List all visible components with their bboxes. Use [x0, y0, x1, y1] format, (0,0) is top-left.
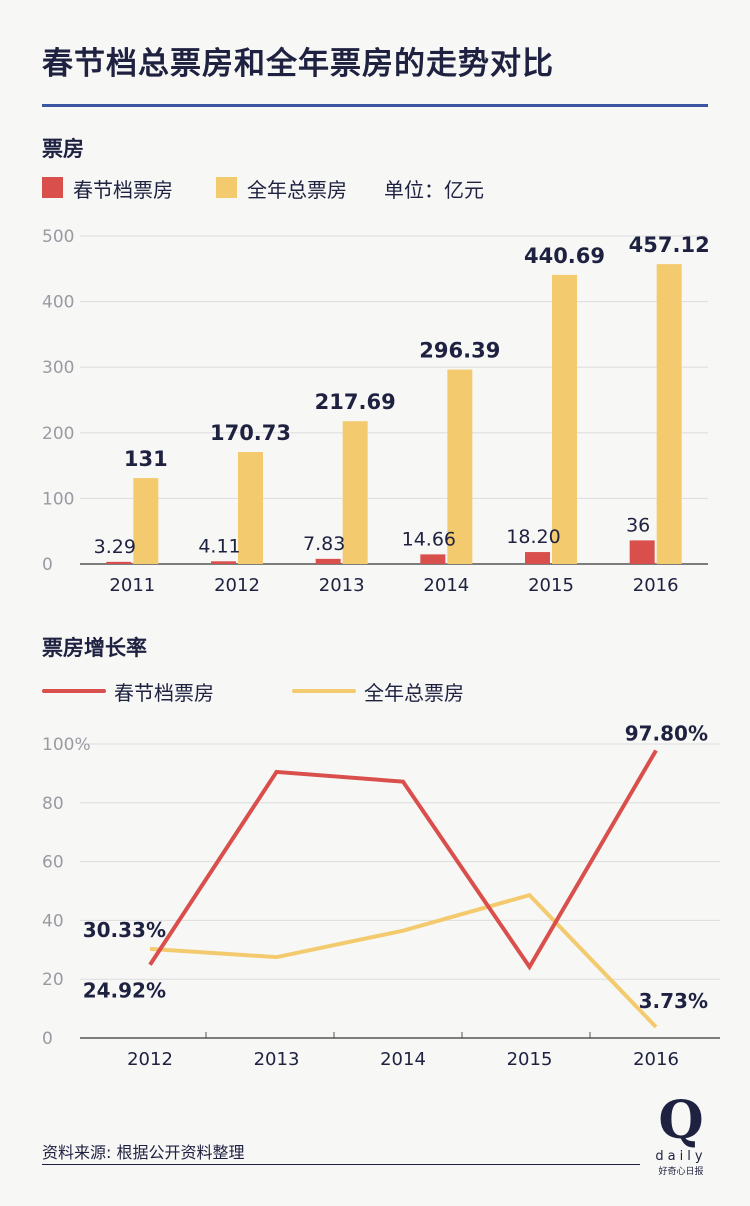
logo-mark: Q [658, 1090, 704, 1151]
logo-word: daily [655, 1149, 707, 1164]
brand-logo: Q daily 好奇心日报 [648, 1090, 714, 1178]
legend-line-annual [292, 689, 356, 693]
bar-annual [238, 452, 263, 564]
data-label-annual: 170.73 [210, 421, 291, 445]
y-tick-label: 0 [42, 1029, 53, 1049]
x-tick-label: 2014 [423, 575, 469, 596]
line-spring-growth [148, 749, 658, 971]
data-label-annual: 440.69 [524, 244, 605, 268]
y-tick-label: 80 [42, 794, 64, 814]
y-tick-label: 0 [42, 555, 53, 575]
source-note: 资料来源: 根据公开资料整理 [42, 1143, 245, 1162]
legend-label-spring-growth: 春节档票房 [114, 681, 214, 705]
bar-annual [447, 369, 473, 564]
y-tick-label: 40 [42, 911, 64, 931]
y-tick-label: 60 [42, 853, 64, 873]
data-label-spring: 4.11 [198, 535, 240, 557]
data-label-spring: 36 [626, 514, 650, 536]
legend-line-spring [42, 689, 106, 693]
y-tick-label: 200 [42, 424, 74, 444]
legend-swatch-annual [216, 177, 237, 198]
unit-text: 单位：亿元 [384, 178, 484, 202]
bar-chart: 0 100 200 300 400 500 2011 3.29 131 2012 4.11 170.7… [42, 227, 710, 596]
legend-label-annual-growth: 全年总票房 [364, 681, 464, 705]
line-chart-title: 票房增长率 [42, 636, 147, 660]
logo-subtitle: 好奇心日报 [658, 1167, 704, 1177]
x-tick-label: 2015 [507, 1049, 553, 1070]
bar-spring [420, 554, 446, 564]
line-annual-growth [149, 892, 658, 1029]
data-label-spring: 18.20 [506, 526, 560, 548]
y-tick-label: 100 [42, 489, 74, 509]
page-title: 春节档总票房和全年票房的走势对比 [42, 46, 554, 82]
data-label-annual: 457.12 [629, 233, 710, 257]
x-tick-label: 2012 [214, 575, 260, 596]
bar-spring [106, 561, 132, 564]
footer-divider [42, 1164, 640, 1165]
data-label-growth: 3.73% [639, 989, 708, 1013]
x-tick-label: 2014 [380, 1049, 426, 1070]
data-label-spring: 14.66 [402, 528, 456, 550]
data-label-spring: 3.29 [94, 536, 136, 558]
bar-annual [133, 478, 159, 564]
bar-spring [525, 552, 550, 564]
line-chart: 0 20 40 60 80 100% 2012 2013 2014 2015 2016 24.92% 3… [42, 721, 720, 1070]
x-tick-label: 2016 [633, 1049, 679, 1070]
data-label-growth: 97.80% [625, 721, 708, 745]
bar-annual [552, 274, 577, 564]
bar-spring [629, 540, 655, 564]
data-label-growth: 30.33% [83, 918, 166, 942]
x-tick-label: 2011 [109, 575, 155, 596]
y-tick-label: 20 [42, 970, 64, 990]
y-tick-label: 100% [42, 735, 91, 755]
data-label-annual: 217.69 [315, 390, 396, 414]
x-tick-label: 2013 [254, 1049, 300, 1070]
y-tick-label: 500 [42, 227, 74, 247]
data-label-spring: 7.83 [303, 533, 345, 555]
data-label-annual: 296.39 [419, 339, 500, 363]
legend-label-spring: 春节档票房 [73, 178, 173, 202]
x-tick-label: 2015 [528, 575, 574, 596]
bar-spring [315, 558, 341, 564]
legend-swatch-spring [42, 177, 63, 198]
bar-chart-title: 票房 [42, 137, 84, 161]
bar-spring [211, 561, 236, 564]
x-tick-label: 2016 [633, 575, 679, 596]
bar-annual [342, 421, 368, 564]
bar-annual [656, 264, 682, 564]
data-label-annual: 131 [124, 447, 168, 471]
legend-label-annual: 全年总票房 [247, 178, 347, 202]
x-tick-label: 2012 [127, 1049, 173, 1070]
title-divider [42, 104, 708, 107]
x-tick-label: 2013 [319, 575, 365, 596]
y-tick-label: 300 [42, 358, 74, 378]
y-tick-label: 400 [42, 293, 74, 313]
data-label-growth: 24.92% [83, 979, 166, 1003]
